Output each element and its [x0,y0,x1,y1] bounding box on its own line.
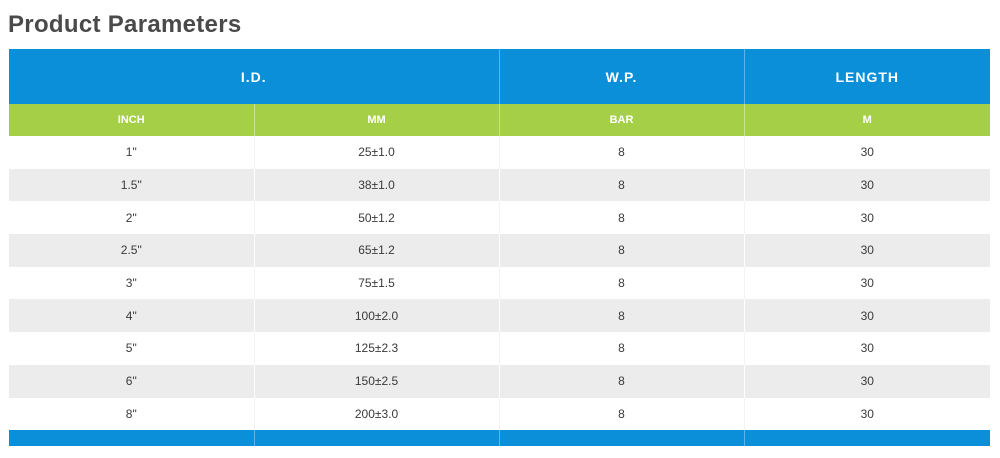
header-id: I.D. [9,49,499,104]
cell-mm: 125±2.3 [253,332,499,365]
cell-length: 30 [743,168,990,202]
page-title: Product Parameters [8,11,242,38]
unit-header-mm: MM [253,104,499,136]
table-row: 6" 150±2.5 8 30 [9,364,990,398]
cell-mm: 150±2.5 [253,364,499,398]
cell-mm: 25±1.0 [253,136,499,169]
cell-inch: 4" [9,299,254,333]
cell-mm: 65±1.2 [253,234,499,267]
cell-mm: 50±1.2 [253,201,499,235]
cell-mm: 38±1.0 [253,168,499,202]
table-row: 5" 125±2.3 8 30 [9,332,990,365]
cell-bar: 8 [498,332,744,365]
unit-header-m: M [743,104,990,136]
cell-mm: 200±3.0 [253,397,499,431]
unit-header-inch: INCH [9,104,254,136]
footer-cell [9,430,254,447]
cell-inch: 2" [9,201,254,235]
cell-length: 30 [743,266,990,300]
unit-header-row: INCH MM BAR M [9,104,990,136]
footer-cell [253,430,499,447]
cell-bar: 8 [498,266,744,300]
footer-cell [743,430,990,447]
cell-inch: 6" [9,364,254,398]
table-row: 2" 50±1.2 8 30 [9,201,990,235]
cell-mm: 75±1.5 [253,266,499,300]
product-parameters-table: I.D. W.P. LENGTH INCH MM BAR M 1" 25±1.0… [9,49,990,447]
cell-length: 30 [743,397,990,431]
cell-length: 30 [743,332,990,365]
cell-bar: 8 [498,234,744,267]
cell-inch: 2.5" [9,234,254,267]
group-header-row: I.D. W.P. LENGTH [9,49,990,104]
cell-length: 30 [743,136,990,169]
cell-inch: 8" [9,397,254,431]
cell-bar: 8 [498,397,744,431]
cell-inch: 1.5" [9,168,254,202]
cell-inch: 1" [9,136,254,169]
table-row: 1.5" 38±1.0 8 30 [9,168,990,202]
table-row: 2.5" 65±1.2 8 30 [9,234,990,267]
cell-bar: 8 [498,299,744,333]
header-length: LENGTH [743,49,990,104]
cell-bar: 8 [498,136,744,169]
cell-length: 30 [743,234,990,267]
cell-mm: 100±2.0 [253,299,499,333]
table-row: 4" 100±2.0 8 30 [9,299,990,333]
cell-length: 30 [743,299,990,333]
table-footer-bar [9,430,990,447]
cell-inch: 3" [9,266,254,300]
table-row: 1" 25±1.0 8 30 [9,136,990,169]
table-row: 3" 75±1.5 8 30 [9,266,990,300]
cell-length: 30 [743,201,990,235]
cell-bar: 8 [498,201,744,235]
cell-bar: 8 [498,168,744,202]
table-row: 8" 200±3.0 8 30 [9,397,990,431]
header-wp: W.P. [498,49,744,104]
cell-bar: 8 [498,364,744,398]
unit-header-bar: BAR [498,104,744,136]
cell-length: 30 [743,364,990,398]
cell-inch: 5" [9,332,254,365]
footer-cell [498,430,744,447]
